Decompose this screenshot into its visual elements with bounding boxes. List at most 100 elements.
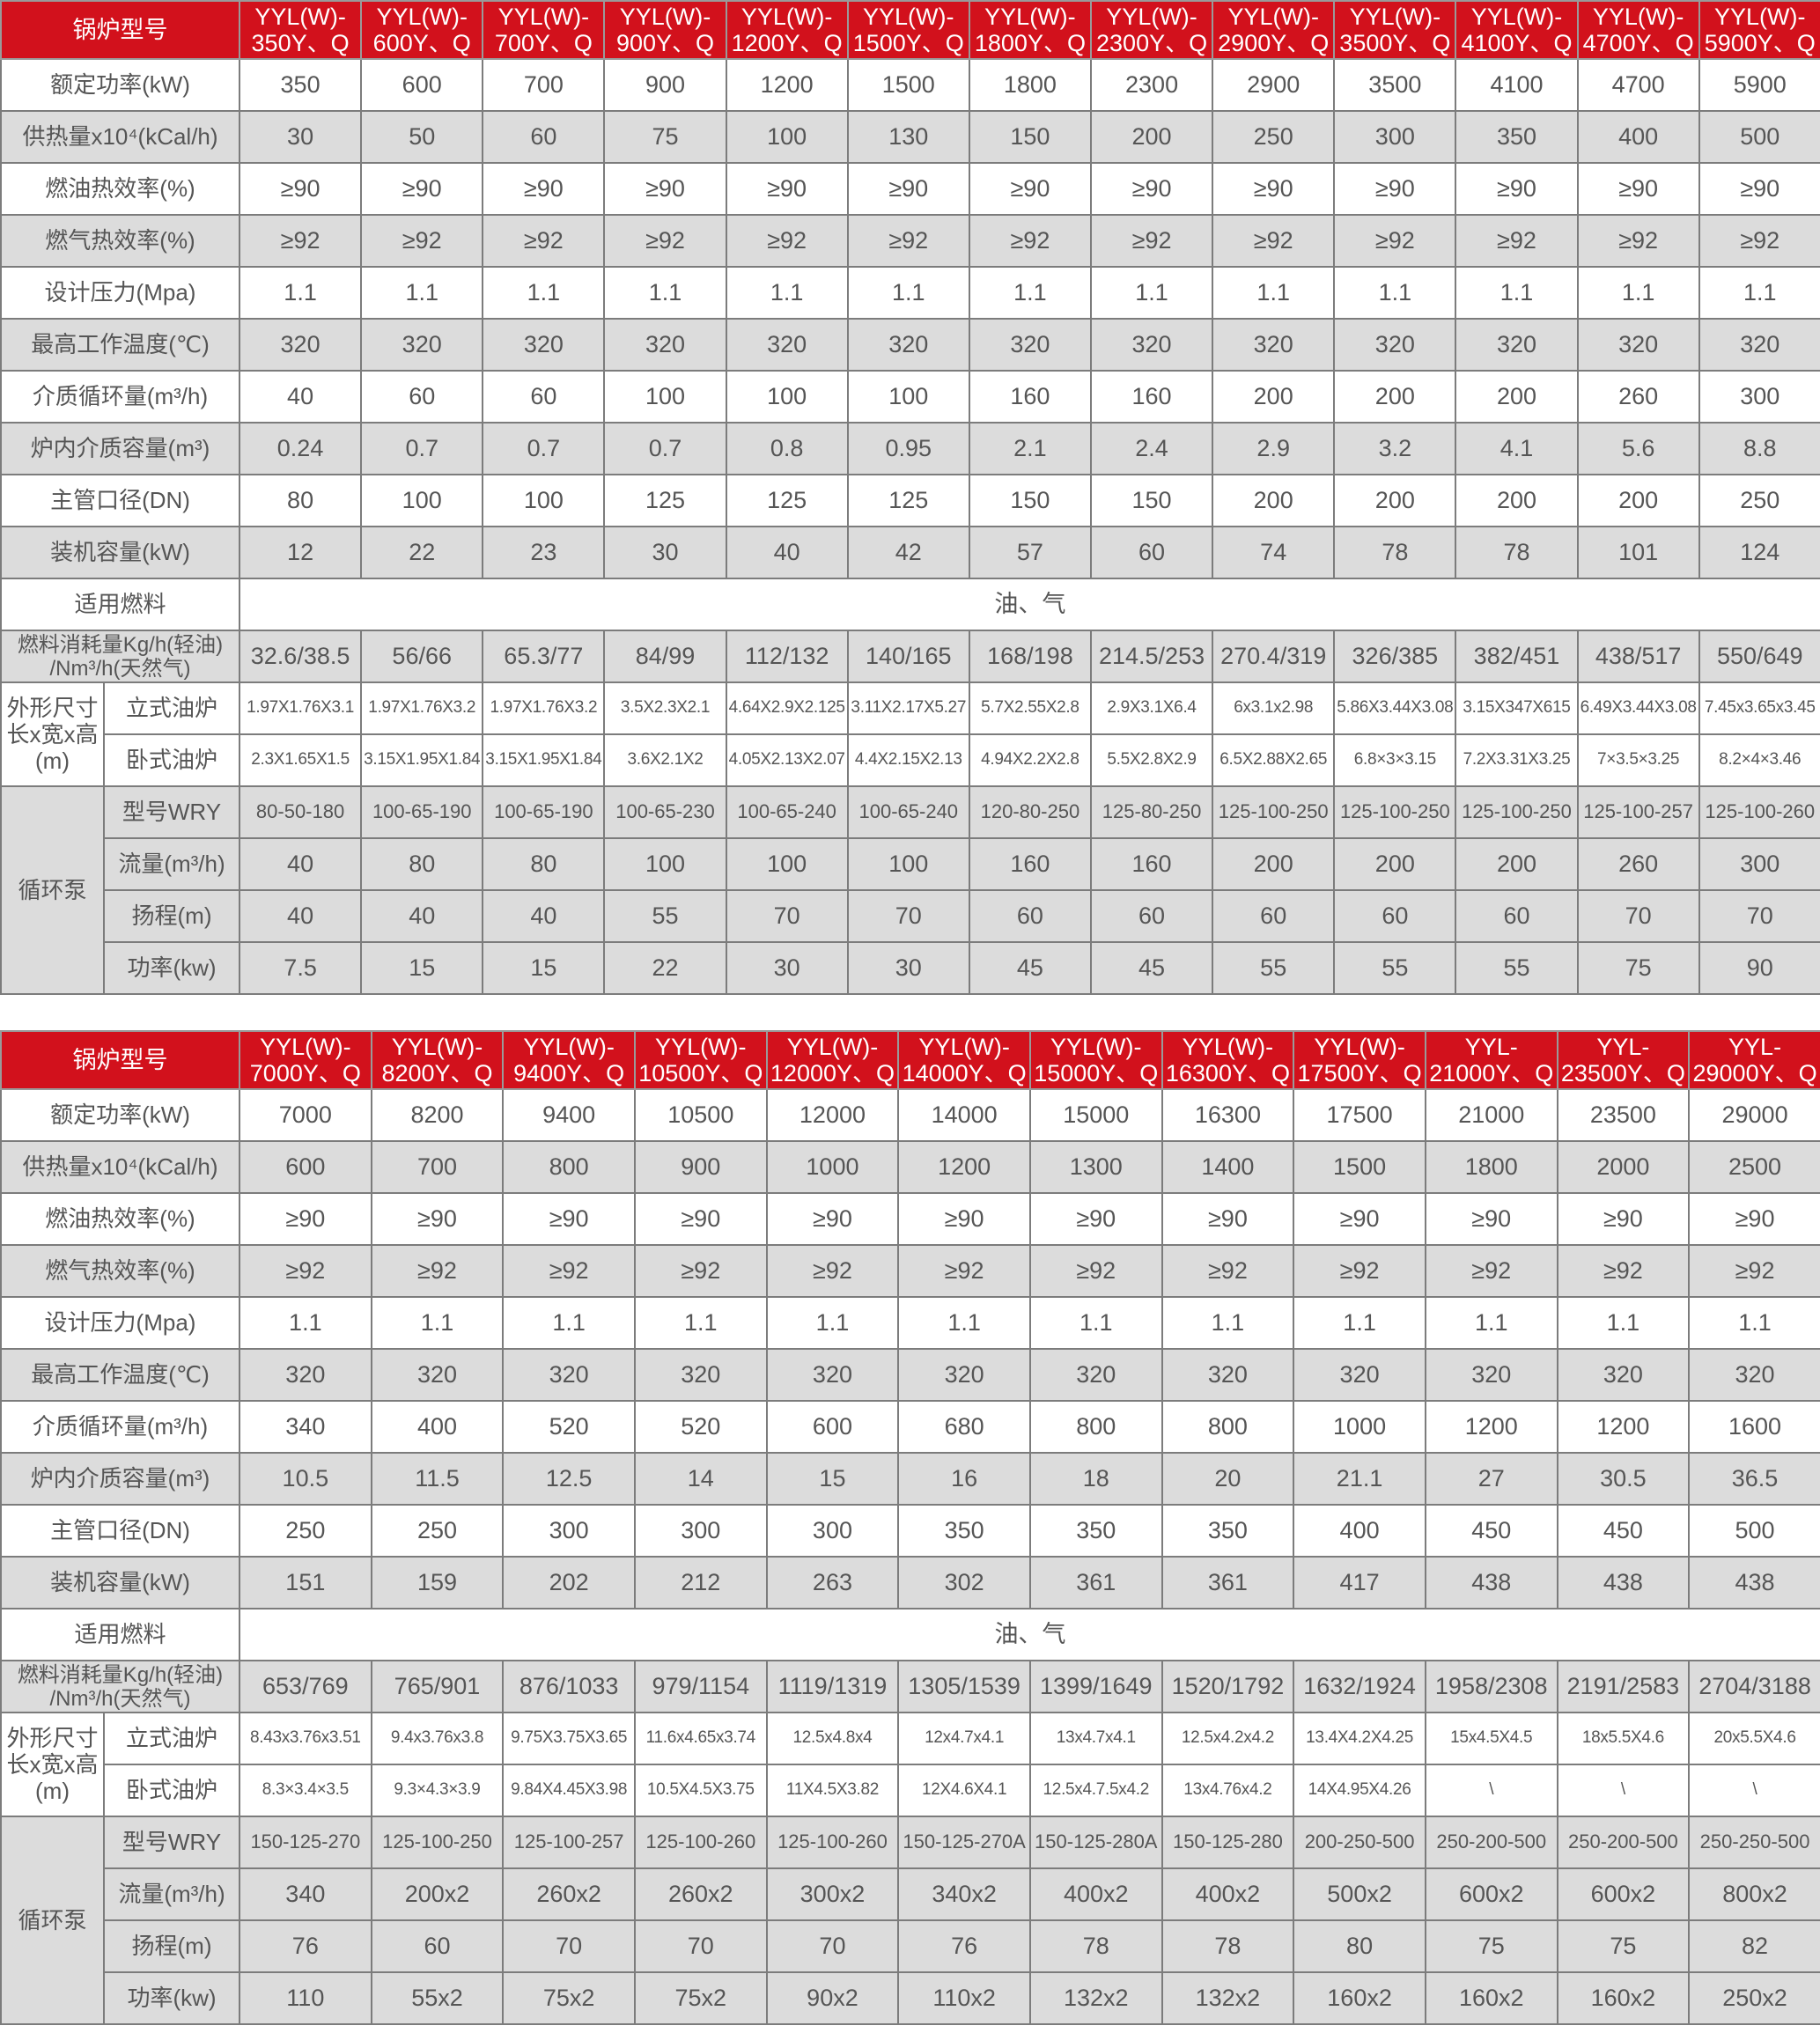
table-cell: 125-100-250 [370, 1816, 505, 1869]
table-cell: 8.43x3.76x3.51 [239, 1712, 372, 1765]
table-cell: 82 [1688, 1919, 1820, 1973]
table-cell: ≥90 [502, 1192, 636, 1246]
table-cell: 320 [1556, 1348, 1691, 1402]
table-cell: 1.1 [1455, 266, 1579, 320]
model-header: YYL(W)- 12000Y、Q [765, 1030, 900, 1090]
table-cell: 151 [239, 1556, 372, 1609]
table-cell: ≥92 [1576, 214, 1700, 268]
table-cell: 160 [968, 370, 1092, 424]
row-label: 功率(kw) [103, 1971, 240, 2025]
table-cell: 13x4.76x4.2 [1161, 1764, 1295, 1817]
table-cell: 2500 [1688, 1140, 1820, 1194]
table-cell: 800 [502, 1140, 636, 1194]
spec-table-2: 锅炉型号 YYL(W)- 7000Y、Q YYL(W)- 8200Y、Q YYL(W)… [0, 1030, 1820, 2025]
table-cell: 438 [1688, 1556, 1820, 1609]
table-cell: 57 [968, 526, 1092, 579]
table-row: 供热量x10⁴(kCal/h) 600 700 800 900 1000 1200 1300 1… [0, 1140, 1820, 1194]
table-cell: 2.9X3.1X6.4 [1089, 681, 1214, 735]
table-cell: 400x2 [1028, 1867, 1163, 1921]
table-cell: 132x2 [1028, 1971, 1163, 2025]
table-cell: ≥90 [1455, 162, 1579, 216]
table-cell: 11.6x4.65x3.74 [633, 1712, 768, 1765]
table-cell: ≥90 [603, 162, 727, 216]
table-cell: 9.4x3.76x3.8 [370, 1712, 505, 1765]
table-cell: 8.8 [1698, 422, 1820, 475]
table-cell: 214.5/253 [1089, 630, 1214, 683]
table-cell: 90x2 [765, 1971, 900, 2025]
table-cell: 55 [1455, 941, 1579, 995]
table-cell: 4.1 [1455, 422, 1579, 475]
consumption-row: 燃料消耗量Kg/h(轻油) /Nm³/h(天然气) 653/769 765/901 8… [0, 1660, 1820, 1713]
table-cell: 15 [765, 1452, 900, 1506]
row-label: 设计压力(Mpa) [0, 266, 240, 320]
table-cell: 1.97X1.76X3.2 [360, 681, 484, 735]
row-label: 介质循环量(m³/h) [0, 1400, 240, 1454]
table-cell: 500 [1688, 1504, 1820, 1558]
header-row: 锅炉型号 YYL(W)- 350Y、Q YYL(W)- 600Y、Q YYL(W)- … [0, 0, 1820, 60]
table-cell: 800 [1161, 1400, 1295, 1454]
table-cell: 80 [360, 837, 484, 891]
table-cell: 212 [633, 1556, 768, 1609]
table-cell: 1300 [1028, 1140, 1163, 1194]
table-cell: 112/132 [725, 630, 849, 683]
table-cell: 14000 [897, 1088, 1031, 1142]
table-cell: 12.5x4.7.5x4.2 [1028, 1764, 1163, 1817]
table-cell: 60 [1333, 889, 1457, 943]
table-cell: 160 [1089, 837, 1214, 891]
table-cell: 350 [1161, 1504, 1295, 1558]
table-cell: 0.7 [360, 422, 484, 475]
table-cell: 4.4X2.15X2.13 [846, 733, 970, 787]
row-label: 卧式油炉 [103, 733, 240, 787]
table-cell: 6.8×3×3.15 [1333, 733, 1457, 787]
table-cell: ≥90 [238, 162, 363, 216]
table-cell: 7×3.5×3.25 [1576, 733, 1700, 787]
table-row: 介质循环量(m³/h) 40 60 60 100 100 100 160 160 200 200 20… [0, 370, 1820, 424]
table-cell: 60 [1089, 889, 1214, 943]
table-cell: 23 [482, 526, 606, 579]
table-cell: 40 [238, 837, 363, 891]
table-row: 最高工作温度(℃) 320 320 320 320 320 320 320 320 320 320 3… [0, 1348, 1820, 1402]
model-header: YYL(W)- 10500Y、Q [633, 1030, 768, 1090]
table-cell: 10.5X4.5X3.75 [633, 1764, 768, 1817]
table-cell: 500 [1698, 110, 1820, 164]
table-cell: 4.64X2.9X2.125 [725, 681, 849, 735]
table-cell: 270.4/319 [1212, 630, 1336, 683]
table-cell: 260 [1576, 370, 1700, 424]
table-cell: 1.1 [1556, 1296, 1691, 1350]
table-cell: 5.5X2.8X2.9 [1089, 733, 1214, 787]
table-cell: ≥90 [1556, 1192, 1691, 1246]
table-cell: ≥90 [1576, 162, 1700, 216]
table-cell: 100 [603, 837, 727, 891]
dimension-row-vertical: 外形尺寸 长x宽x高 (m) 立式油炉 8.43x3.76x3.51 9.4x3.76… [0, 1712, 1820, 1817]
table-cell: 80 [238, 474, 363, 527]
table-cell: ≥90 [968, 162, 1092, 216]
table-cell: 3.15X1.95X1.84 [482, 733, 606, 787]
pump-row: 流量(m³/h) 40 80 80 100 100 100 160 160 200 200 200 26… [1, 837, 1820, 891]
pump-row: 循环泵 型号WRY 80-50-180 100-65-190 100-65-190 100… [0, 785, 1820, 995]
table-cell: 55 [1333, 941, 1457, 995]
table-cell: 70 [1576, 889, 1700, 943]
model-header: YYL(W)- 700Y、Q [482, 0, 606, 60]
table-cell: ≥90 [765, 1192, 900, 1246]
table-cell: 100-65-190 [482, 785, 606, 839]
table-cell: 76 [239, 1919, 372, 1973]
table-cell: 361 [1161, 1556, 1295, 1609]
fuel-value: 油、气 [239, 578, 1820, 631]
table-cell: 150 [968, 474, 1092, 527]
table-cell: 300 [502, 1504, 636, 1558]
table-cell: 200 [1576, 474, 1700, 527]
dimension-row-horizontal: 卧式油炉 2.3X1.65X1.5 3.15X1.95X1.84 3.15X1.95X… [1, 733, 1820, 787]
table-cell: 21.1 [1293, 1452, 1426, 1506]
table-cell: 300 [1333, 110, 1457, 164]
row-label: 燃料消耗量Kg/h(轻油) /Nm³/h(天然气) [0, 1660, 240, 1713]
table-cell: 200 [1089, 110, 1214, 164]
table-row: 装机容量(kW) 151 159 202 212 263 302 361 361 417 438 43… [0, 1556, 1820, 1609]
table-cell: 1000 [765, 1140, 900, 1194]
table-cell: 1399/1649 [1028, 1660, 1163, 1713]
table-cell: 0.8 [725, 422, 849, 475]
table-row: 装机容量(kW) 12 22 23 30 40 42 57 60 74 78 78 101 124 [0, 526, 1820, 579]
table-cell: 1600 [1688, 1400, 1820, 1454]
table-cell: 0.7 [482, 422, 606, 475]
table-cell: 200-250-500 [1293, 1816, 1426, 1869]
table-cell: 1200 [897, 1140, 1031, 1194]
